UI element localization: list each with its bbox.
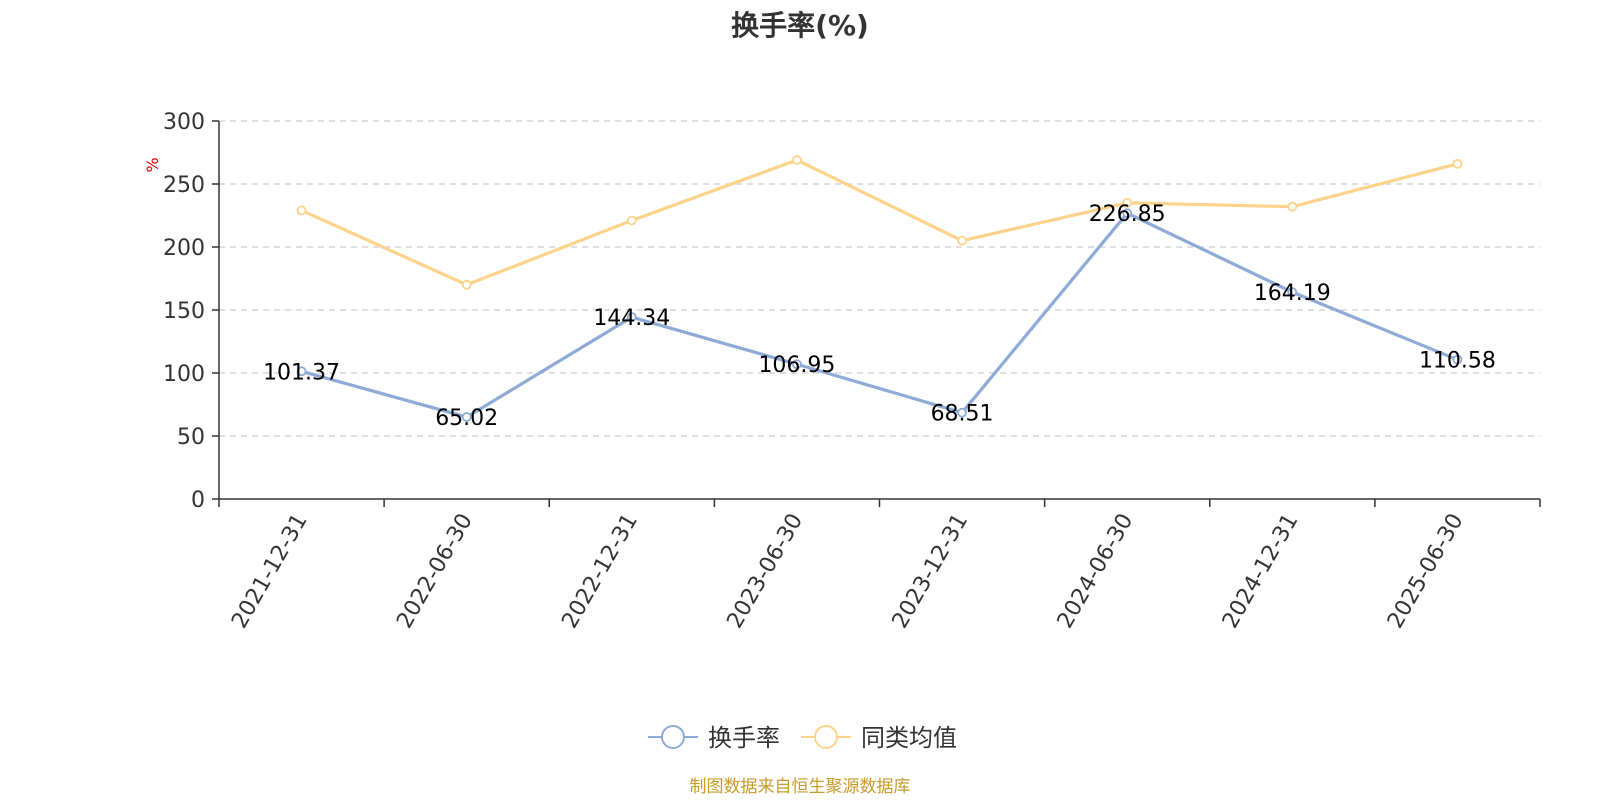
x-tick-label: 2024-12-31 [1218,510,1304,633]
x-tick-label: 2023-12-31 [888,510,974,633]
data-point [461,412,472,422]
data-point [1452,158,1463,169]
series-layer [296,155,1463,422]
legend: 换手率 同类均值 [648,724,957,752]
x-tick-label: 2022-06-30 [392,510,478,633]
data-point [626,312,637,323]
data-point [461,279,472,290]
x-tick-label: 2025-06-30 [1383,510,1469,633]
chart-title: 换手率(%) [731,9,869,42]
data-point [296,205,307,216]
data-point [792,155,802,165]
data-point [626,215,637,226]
data-label: 65.02 [435,406,498,431]
y-tick-label: 150 [163,299,205,324]
data-point [1122,208,1133,219]
data-point [957,407,967,418]
data-label-layer: 101.37 65.02 144.34 106.95 68.51 226.85 164.19… [263,202,1496,431]
data-point [1287,201,1298,212]
legend-marker [661,725,685,749]
y-tick-label: 300 [163,110,205,135]
legend-label: 换手率 [708,724,780,752]
x-tick-label: 2021-12-31 [227,510,313,633]
data-label: 110.58 [1419,349,1496,374]
y-tick-label: 250 [163,173,205,198]
data-label: 106.95 [758,353,835,378]
y-tick-label: 50 [177,425,205,450]
x-tick-label: 2024-06-30 [1053,510,1139,633]
x-tick-label: 2022-12-31 [557,510,643,633]
grid-layer [219,120,1540,437]
legend-label: 同类均值 [861,724,957,752]
data-label: 101.37 [263,360,340,385]
data-label: 164.19 [1254,281,1331,306]
x-tick-label: 2023-06-30 [723,510,809,633]
data-label: 144.34 [593,306,670,331]
data-point [1122,197,1133,208]
legend-marker [814,725,838,749]
data-point [957,235,967,246]
series-line-1 [299,158,1460,287]
y-axis-label: % [143,157,162,172]
y-tick-label: 100 [163,362,205,387]
y-tick-label: 200 [163,236,205,261]
series-line-0 [299,211,1460,419]
data-point [1452,354,1463,365]
data-point [792,359,802,370]
source-note: 制图数据来自恒生聚源数据库 [690,777,911,797]
data-label: 68.51 [931,402,994,427]
data-label: 226.85 [1089,202,1166,227]
data-point [296,366,307,377]
y-tick-label: 0 [191,488,205,513]
data-point [1287,287,1298,298]
